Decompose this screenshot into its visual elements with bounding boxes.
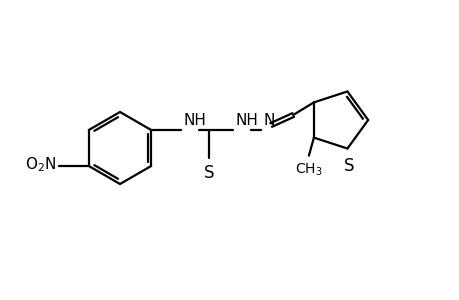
Text: CH$_3$: CH$_3$ [294, 162, 322, 178]
Text: O$_2$N: O$_2$N [24, 156, 56, 174]
Text: NH: NH [183, 113, 206, 128]
Text: NH: NH [235, 113, 257, 128]
Text: N: N [263, 113, 274, 128]
Text: S: S [343, 157, 354, 175]
Text: S: S [203, 164, 214, 182]
